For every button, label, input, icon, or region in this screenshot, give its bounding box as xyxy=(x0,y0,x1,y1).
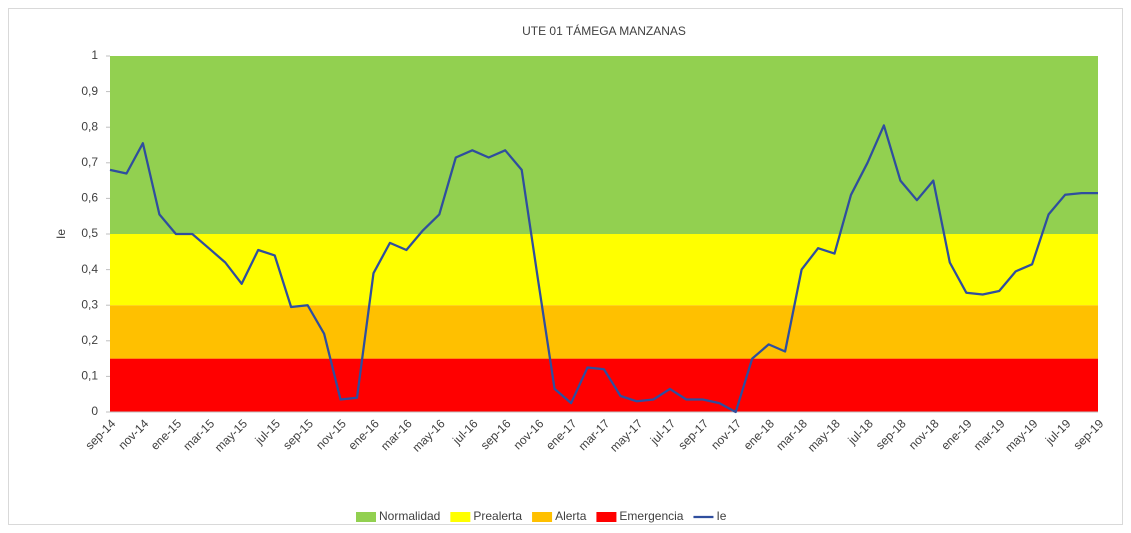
band xyxy=(110,305,1098,359)
y-tick-label: 1 xyxy=(91,48,98,62)
legend-swatch xyxy=(356,512,376,522)
band xyxy=(110,56,1098,234)
y-tick-label: 0,6 xyxy=(81,191,98,205)
legend-label: Prealerta xyxy=(473,509,522,523)
y-tick-label: 0,4 xyxy=(81,262,98,276)
chart-title: UTE 01 TÁMEGA MANZANAS xyxy=(522,23,686,38)
y-axis-label: Ie xyxy=(54,229,68,239)
band xyxy=(110,234,1098,306)
y-tick-label: 0 xyxy=(91,404,98,418)
legend: Normalidad Prealerta Alerta Emergencia Ie xyxy=(356,509,727,523)
legend-swatch xyxy=(596,512,617,522)
data-line xyxy=(109,124,1098,414)
y-tick-label: 0,3 xyxy=(81,297,98,311)
band xyxy=(110,358,1098,412)
y-tick-label: 0,2 xyxy=(81,333,98,347)
y-tick-label: 0,9 xyxy=(81,84,98,98)
legend-swatch xyxy=(532,512,553,522)
legend-label: Emergencia xyxy=(619,509,683,523)
legend-swatch xyxy=(450,512,471,522)
y-tick-label: 0,7 xyxy=(81,155,98,169)
legend-label: Normalidad xyxy=(379,509,440,523)
legend-label: Alerta xyxy=(555,509,587,523)
y-tick-label: 0,5 xyxy=(81,226,98,240)
legend-label: Ie xyxy=(716,509,726,523)
y-tick-label: 0,1 xyxy=(81,369,98,383)
y-tick-label: 0,8 xyxy=(81,119,98,133)
